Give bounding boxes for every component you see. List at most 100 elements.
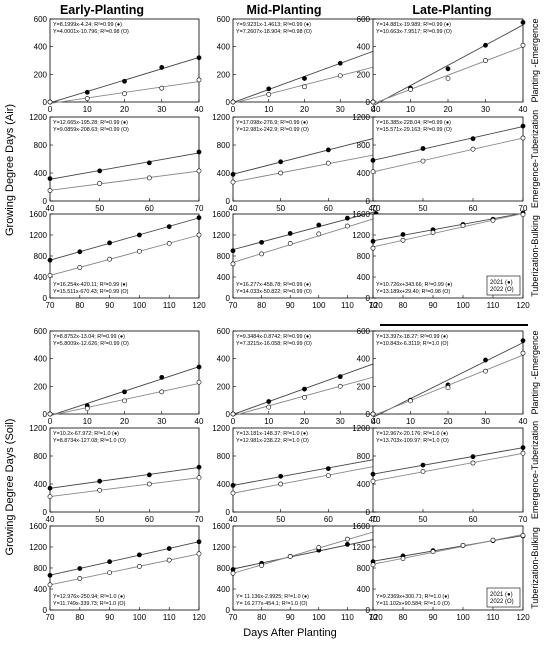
y-tick-label: 1200 (29, 231, 47, 240)
data-point-2021 (196, 149, 202, 155)
legend-box (486, 587, 521, 608)
y-tick-label: 600 (34, 15, 48, 24)
y-tick-label: 400 (357, 273, 371, 282)
data-point-2021 (230, 248, 236, 254)
data-point-2022 (278, 170, 284, 176)
data-point-2021 (136, 552, 142, 558)
equation-2022: Y=15.511x-670.43; R²=0.99 (O) (53, 289, 129, 295)
legend-entry: 2021 (●) (490, 280, 513, 286)
panel-frame (372, 330, 524, 415)
data-point-2021 (196, 215, 202, 221)
y-tick-label: 200 (34, 382, 48, 391)
x-tick-label: 120 (516, 613, 530, 622)
y-tick-label: 1600 (352, 522, 370, 531)
y-tick-label: 400 (34, 355, 48, 364)
y-tick-label: 600 (217, 15, 231, 24)
x-tick-label: 80 (75, 613, 84, 622)
x-tick-label: 30 (157, 417, 166, 426)
fit-line-2021 (372, 447, 524, 475)
equation-2021: Y=12.665x-195.28; R²=0.99 (●) (53, 120, 128, 126)
y-tick-label: 1200 (212, 543, 230, 552)
legend-entry: 2022 (O) (490, 599, 514, 605)
x-tick-label: 20 (120, 417, 129, 426)
x-tick-label: 90 (286, 613, 295, 622)
data-point-2022 (146, 175, 152, 181)
x-tick-label: 0 (371, 105, 376, 114)
y-tick-label: 400 (357, 480, 371, 489)
y-group-label-air: Growing Degree Days (Air) (4, 104, 16, 236)
data-point-2021 (146, 160, 152, 166)
x-tick-label: 120 (369, 301, 383, 310)
y-tick-label: 1600 (29, 522, 47, 531)
data-point-2022 (47, 494, 53, 499)
x-tick-label: 60 (145, 204, 154, 213)
data-point-2022 (520, 212, 526, 217)
x-tick-label: 70 (372, 204, 381, 213)
equation-2022: Y=11.749x-339.73; R²=1.0 (O) (53, 601, 126, 607)
x-tick-label: 50 (95, 204, 104, 213)
y-tick-label: 0 (226, 294, 231, 303)
data-point-2022 (230, 411, 236, 417)
x-tick-label: 0 (231, 417, 236, 426)
data-point-2022 (470, 146, 476, 152)
data-point-2022 (420, 468, 426, 474)
x-tick-label: 120 (192, 613, 206, 622)
equation-2022: Y=5.8009x-12.626; R²=0.99 (O) (53, 341, 129, 347)
data-point-2021 (520, 20, 526, 25)
y-tick-label: 1200 (352, 543, 370, 552)
data-point-2021 (47, 485, 53, 491)
equation-2022: Y=12.981x-238.22; R²=1.0 (O) (236, 438, 309, 444)
data-point-2022 (159, 389, 165, 395)
x-tick-label: 10 (264, 417, 273, 426)
column-titles: Early-Planting Mid-Planting Late-Plantin… (60, 3, 492, 17)
y-tick-label: 0 (226, 98, 231, 107)
data-point-2022 (430, 549, 436, 555)
data-point-2021 (77, 249, 83, 255)
x-tick-label: 40 (229, 204, 238, 213)
row-label: Emergence-Tuberization (530, 110, 540, 208)
data-point-2022 (400, 237, 406, 243)
data-point-2022 (408, 398, 413, 404)
y-tick-label: 400 (34, 169, 48, 178)
data-point-2022 (520, 42, 526, 48)
y-tick-label: 400 (34, 273, 48, 282)
y-tick-label: 800 (357, 141, 371, 150)
y-tick-label: 200 (357, 70, 371, 79)
data-point-2021 (266, 399, 272, 404)
equation-2022: Y=14.033x-50.822; R²=0.99 (O) (236, 289, 312, 295)
panel-frame (232, 427, 377, 513)
x-tick-label: 20 (444, 417, 453, 426)
data-point-2021 (287, 231, 293, 236)
data-point-2022 (77, 265, 83, 270)
y-tick-label: 0 (366, 606, 371, 615)
data-point-2021 (400, 232, 406, 237)
data-point-2021 (316, 222, 322, 228)
data-point-2022 (445, 76, 451, 81)
x-tick-label: 70 (369, 613, 378, 622)
panel-air-2-2: 0 400 800 1200 1600 70 80 90 100 110 120 Y=10.726x+… (352, 210, 530, 310)
x-tick-label: 110 (487, 613, 500, 622)
x-tick-label: 20 (300, 105, 309, 114)
y-tick-label: 400 (217, 585, 231, 594)
data-point-2021 (302, 386, 307, 392)
fit-line-2021 (232, 538, 377, 570)
equation-2022: Y=11.102x+90.584; R²=1.0 (O) (376, 601, 450, 607)
y-tick-label: 0 (226, 410, 231, 419)
x-tick-label: 80 (75, 301, 84, 310)
equation-2021: Y=9.3484x-0.8742; R²=0.99 (●) (236, 334, 311, 340)
x-tick-label: 40 (46, 204, 55, 213)
data-point-2022 (146, 481, 152, 487)
y-tick-label: 400 (217, 273, 231, 282)
equation-2022: Y=8.8734x-127.08; R²=1.0 (O) (53, 438, 126, 444)
y-tick-label: 0 (366, 197, 371, 206)
data-point-2021 (325, 147, 331, 153)
x-tick-label: 70 (46, 301, 55, 310)
data-point-2021 (266, 86, 272, 92)
row-label: Tuberization-Bulking (530, 527, 540, 609)
x-tick-label: 30 (336, 105, 345, 114)
panel-frame (49, 213, 200, 299)
equation-2022: Y= 16.277x-454.1; R²=1.0 (O) (236, 601, 308, 607)
x-tick-label: 90 (105, 301, 114, 310)
